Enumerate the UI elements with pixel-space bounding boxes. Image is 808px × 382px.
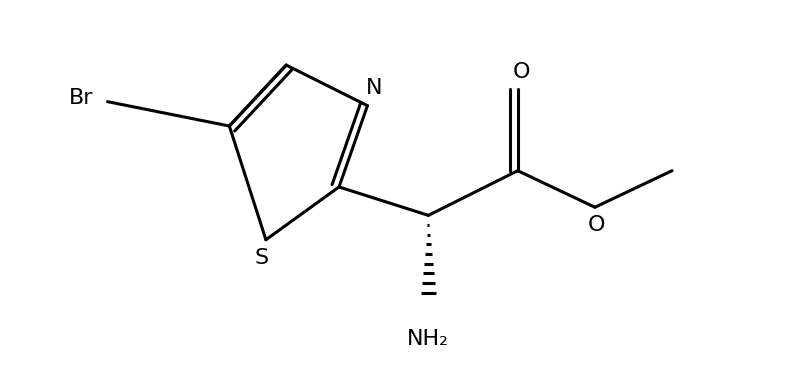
Text: S: S — [255, 248, 269, 268]
Text: O: O — [513, 62, 531, 82]
Text: N: N — [366, 78, 382, 98]
Text: NH₂: NH₂ — [407, 329, 449, 349]
Text: Br: Br — [69, 87, 93, 108]
Text: O: O — [587, 215, 605, 235]
